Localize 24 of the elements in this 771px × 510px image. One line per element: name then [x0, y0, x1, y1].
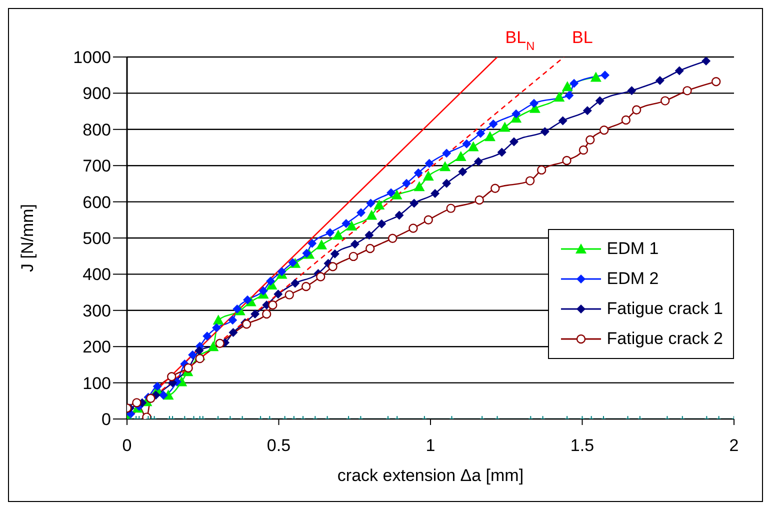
y-tick-label: 200: [82, 338, 111, 357]
y-tick-label: 800: [82, 120, 111, 140]
x-tick-label: 1: [426, 436, 436, 456]
y-tick-label: 100: [82, 374, 111, 393]
y-tick-label: 900: [82, 84, 111, 104]
y-tick-label: 500: [82, 229, 111, 248]
y-tick-label: 400: [82, 265, 111, 284]
series-label: BL: [572, 28, 593, 47]
y-tick-label: 700: [82, 156, 111, 176]
x-tick-label: 0.5: [266, 436, 291, 456]
y-tick-label: 300: [82, 301, 111, 320]
legend-label: Fatigue crack 1: [606, 299, 723, 319]
x-tick-label: 2: [729, 436, 739, 456]
series-label: BL$_{N}$: [505, 28, 535, 53]
x-tick-label: 0: [122, 436, 132, 456]
legend-label: Fatigue crack 2: [606, 329, 723, 349]
x-axis-title: crack extension Δa [mm]: [337, 466, 524, 485]
x-tick-label: 1.5: [570, 436, 594, 456]
y-tick-label: 1000: [73, 48, 111, 68]
y-axis-title: J [N/mm]: [18, 204, 38, 272]
y-tick-label: 600: [82, 192, 111, 212]
y-tick-label: 0: [102, 410, 111, 430]
legend-label: EDM 2: [606, 269, 659, 289]
legend-label: EDM 1: [606, 239, 659, 259]
